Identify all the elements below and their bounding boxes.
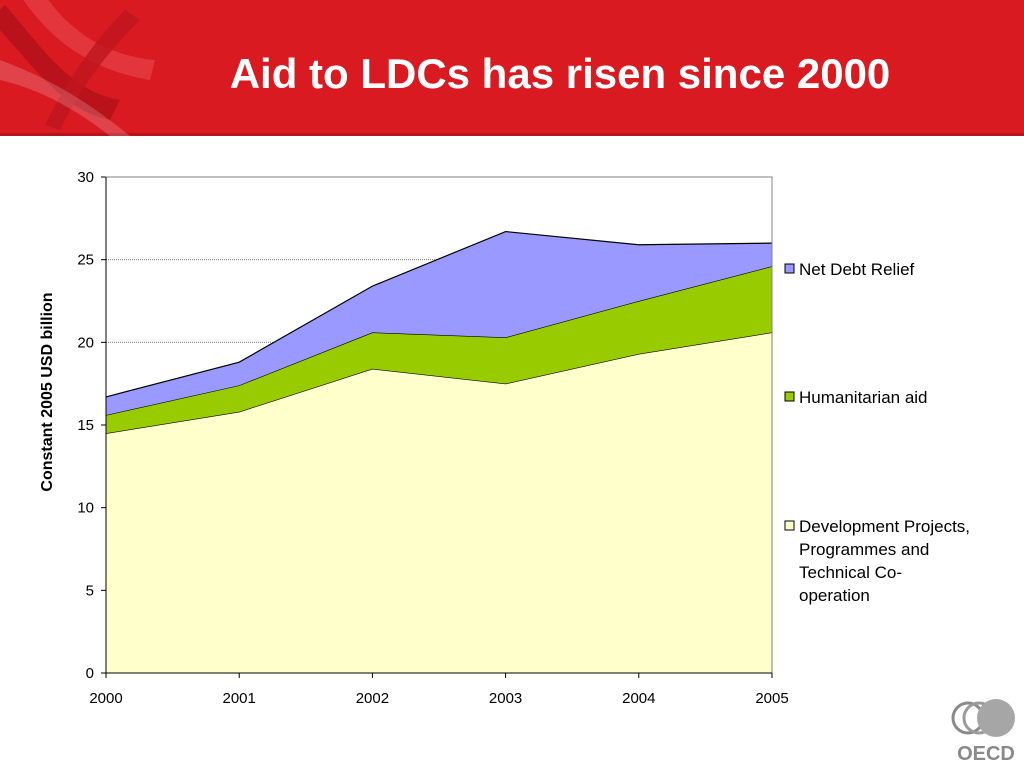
y-tick-label: 10 [77, 500, 94, 517]
area-edge-2 [105, 230, 773, 398]
x-tick-label: 2003 [489, 690, 522, 707]
y-tick-label: 0 [86, 665, 94, 682]
legend-label-0: operation [799, 586, 870, 605]
y-tick-label: 15 [77, 417, 94, 434]
x-tick-label: 2002 [356, 690, 389, 707]
legend-swatch-2 [784, 263, 795, 274]
area-series-0 [106, 332, 772, 673]
measuring-tape-image [0, 0, 155, 136]
x-tick-label: 2001 [223, 690, 256, 707]
slide-title: Aid to LDCs has risen since 2000 [229, 50, 891, 97]
legend-swatch-0 [784, 520, 795, 531]
y-tick-label: 30 [77, 169, 94, 186]
area-series-2 [106, 231, 772, 416]
y-tick-label: 5 [86, 582, 94, 599]
legend-label-0: Development Projects, [799, 517, 970, 536]
x-tick-label: 2004 [622, 690, 655, 707]
legend-label-0: Programmes and [799, 540, 929, 559]
legend-label-1: Humanitarian aid [799, 388, 928, 407]
legend-label-2: Net Debt Relief [799, 260, 915, 279]
y-axis-label: Constant 2005 USD billion [39, 292, 56, 491]
x-tick-label: 2000 [89, 690, 122, 707]
legend-swatch-1 [784, 391, 795, 402]
oecd-logo-text: OECD [957, 743, 1015, 764]
area-series-1 [106, 266, 772, 434]
legend-label-0: Technical Co- [799, 563, 902, 582]
title-banner: Aid to LDCs has risen since 2000 [0, 0, 1024, 136]
x-tick-label: 2005 [755, 690, 788, 707]
y-tick-label: 25 [77, 252, 94, 269]
y-tick-label: 20 [77, 334, 94, 351]
oecd-logo: OECD [951, 699, 1015, 764]
